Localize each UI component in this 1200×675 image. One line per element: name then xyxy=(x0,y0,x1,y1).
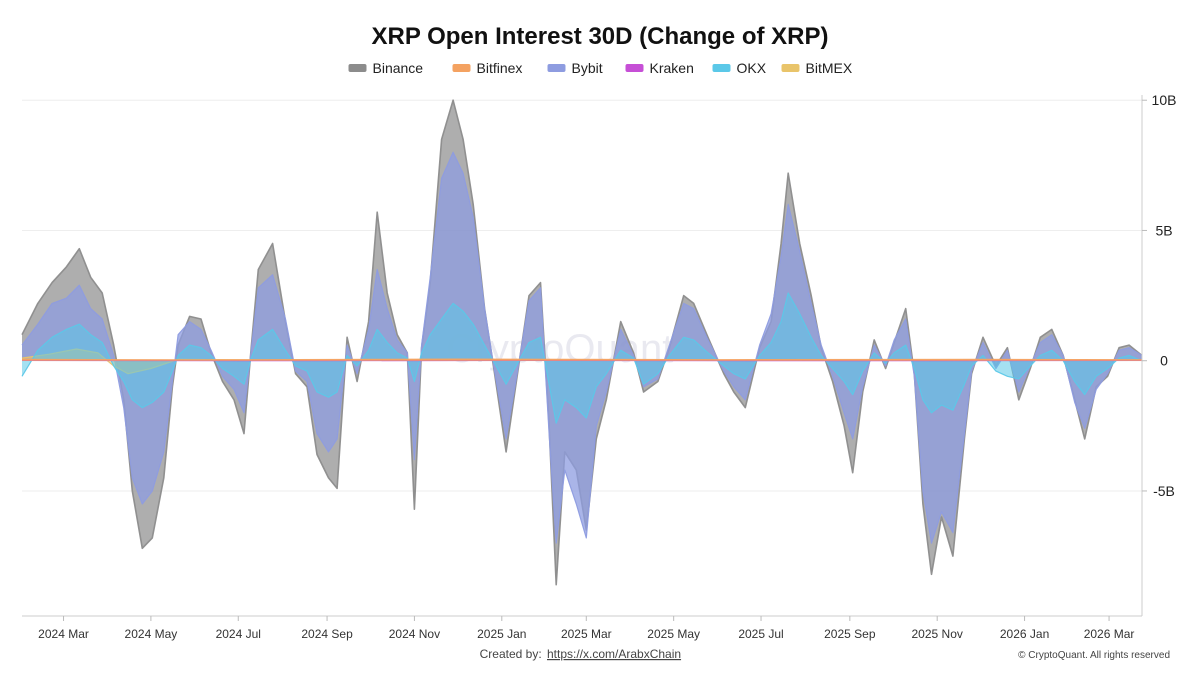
legend-swatch xyxy=(452,64,471,72)
legend-label: BitMEX xyxy=(806,60,853,76)
x-tick-label: 2024 Jul xyxy=(216,627,261,641)
x-tick-label: 2025 Jan xyxy=(477,627,526,641)
x-tick-label: 2026 Mar xyxy=(1084,627,1135,641)
x-tick-label: 2024 Mar xyxy=(38,627,89,641)
plot-area xyxy=(21,99,1143,586)
x-axis-ticks: 2024 Mar 2024 May 2024 Jul 2024 Sep 2024 Nov… xyxy=(38,616,1134,641)
y-tick-label: 5B xyxy=(1155,222,1172,238)
copyright-notice: © CryptoQuant. All rights reserved xyxy=(1018,650,1170,661)
series-area-okx xyxy=(22,293,1142,424)
x-tick-label: 2025 Nov xyxy=(912,627,963,641)
series-line-bitfinex xyxy=(21,358,1143,361)
x-tick-label: 2026 Jan xyxy=(1000,627,1049,641)
legend-label: Bybit xyxy=(572,60,603,76)
chart-title: XRP Open Interest 30D (Change of XRP) xyxy=(372,23,829,50)
legend-item-kraken[interactable]: Kraken xyxy=(625,60,694,76)
legend-label: Kraken xyxy=(650,60,694,76)
y-tick-label: -5B xyxy=(1153,483,1175,499)
credit-link[interactable]: https://x.com/ArabxChain xyxy=(547,647,681,661)
x-tick-label: 2025 Jul xyxy=(738,627,783,641)
legend-item-bitfinex[interactable]: Bitfinex xyxy=(452,60,523,76)
x-tick-label: 2024 Nov xyxy=(389,627,440,641)
legend-item-bybit[interactable]: Bybit xyxy=(547,60,603,76)
legend-label: OKX xyxy=(737,60,767,76)
legend-swatch xyxy=(547,64,566,72)
legend-swatch xyxy=(712,64,731,72)
x-tick-label: 2025 Sep xyxy=(824,627,876,641)
y-tick-label: 0 xyxy=(1160,353,1168,369)
series-area-bybit xyxy=(22,152,1142,544)
x-tick-label: 2025 Mar xyxy=(561,627,612,641)
legend-label: Binance xyxy=(373,60,424,76)
legend-item-bitmex[interactable]: BitMEX xyxy=(781,60,853,76)
x-tick-label: 2025 May xyxy=(647,627,700,641)
legend-item-binance[interactable]: Binance xyxy=(348,60,424,76)
x-tick-label: 2024 May xyxy=(125,627,178,641)
legend-swatch xyxy=(348,64,367,72)
y-tick-label: 10B xyxy=(1152,92,1177,108)
legend-label: Bitfinex xyxy=(477,60,523,76)
credit-prefix: Created by: xyxy=(480,647,545,661)
x-tick-label: 2024 Sep xyxy=(301,627,353,641)
legend: Binance Bitfinex Bybit Kraken OKX BitMEX xyxy=(348,60,853,76)
legend-swatch xyxy=(625,64,644,72)
legend-swatch xyxy=(781,64,800,72)
legend-item-okx[interactable]: OKX xyxy=(712,60,767,76)
y-axis-ticks: 10B 5B 0 -5B xyxy=(1142,92,1176,499)
